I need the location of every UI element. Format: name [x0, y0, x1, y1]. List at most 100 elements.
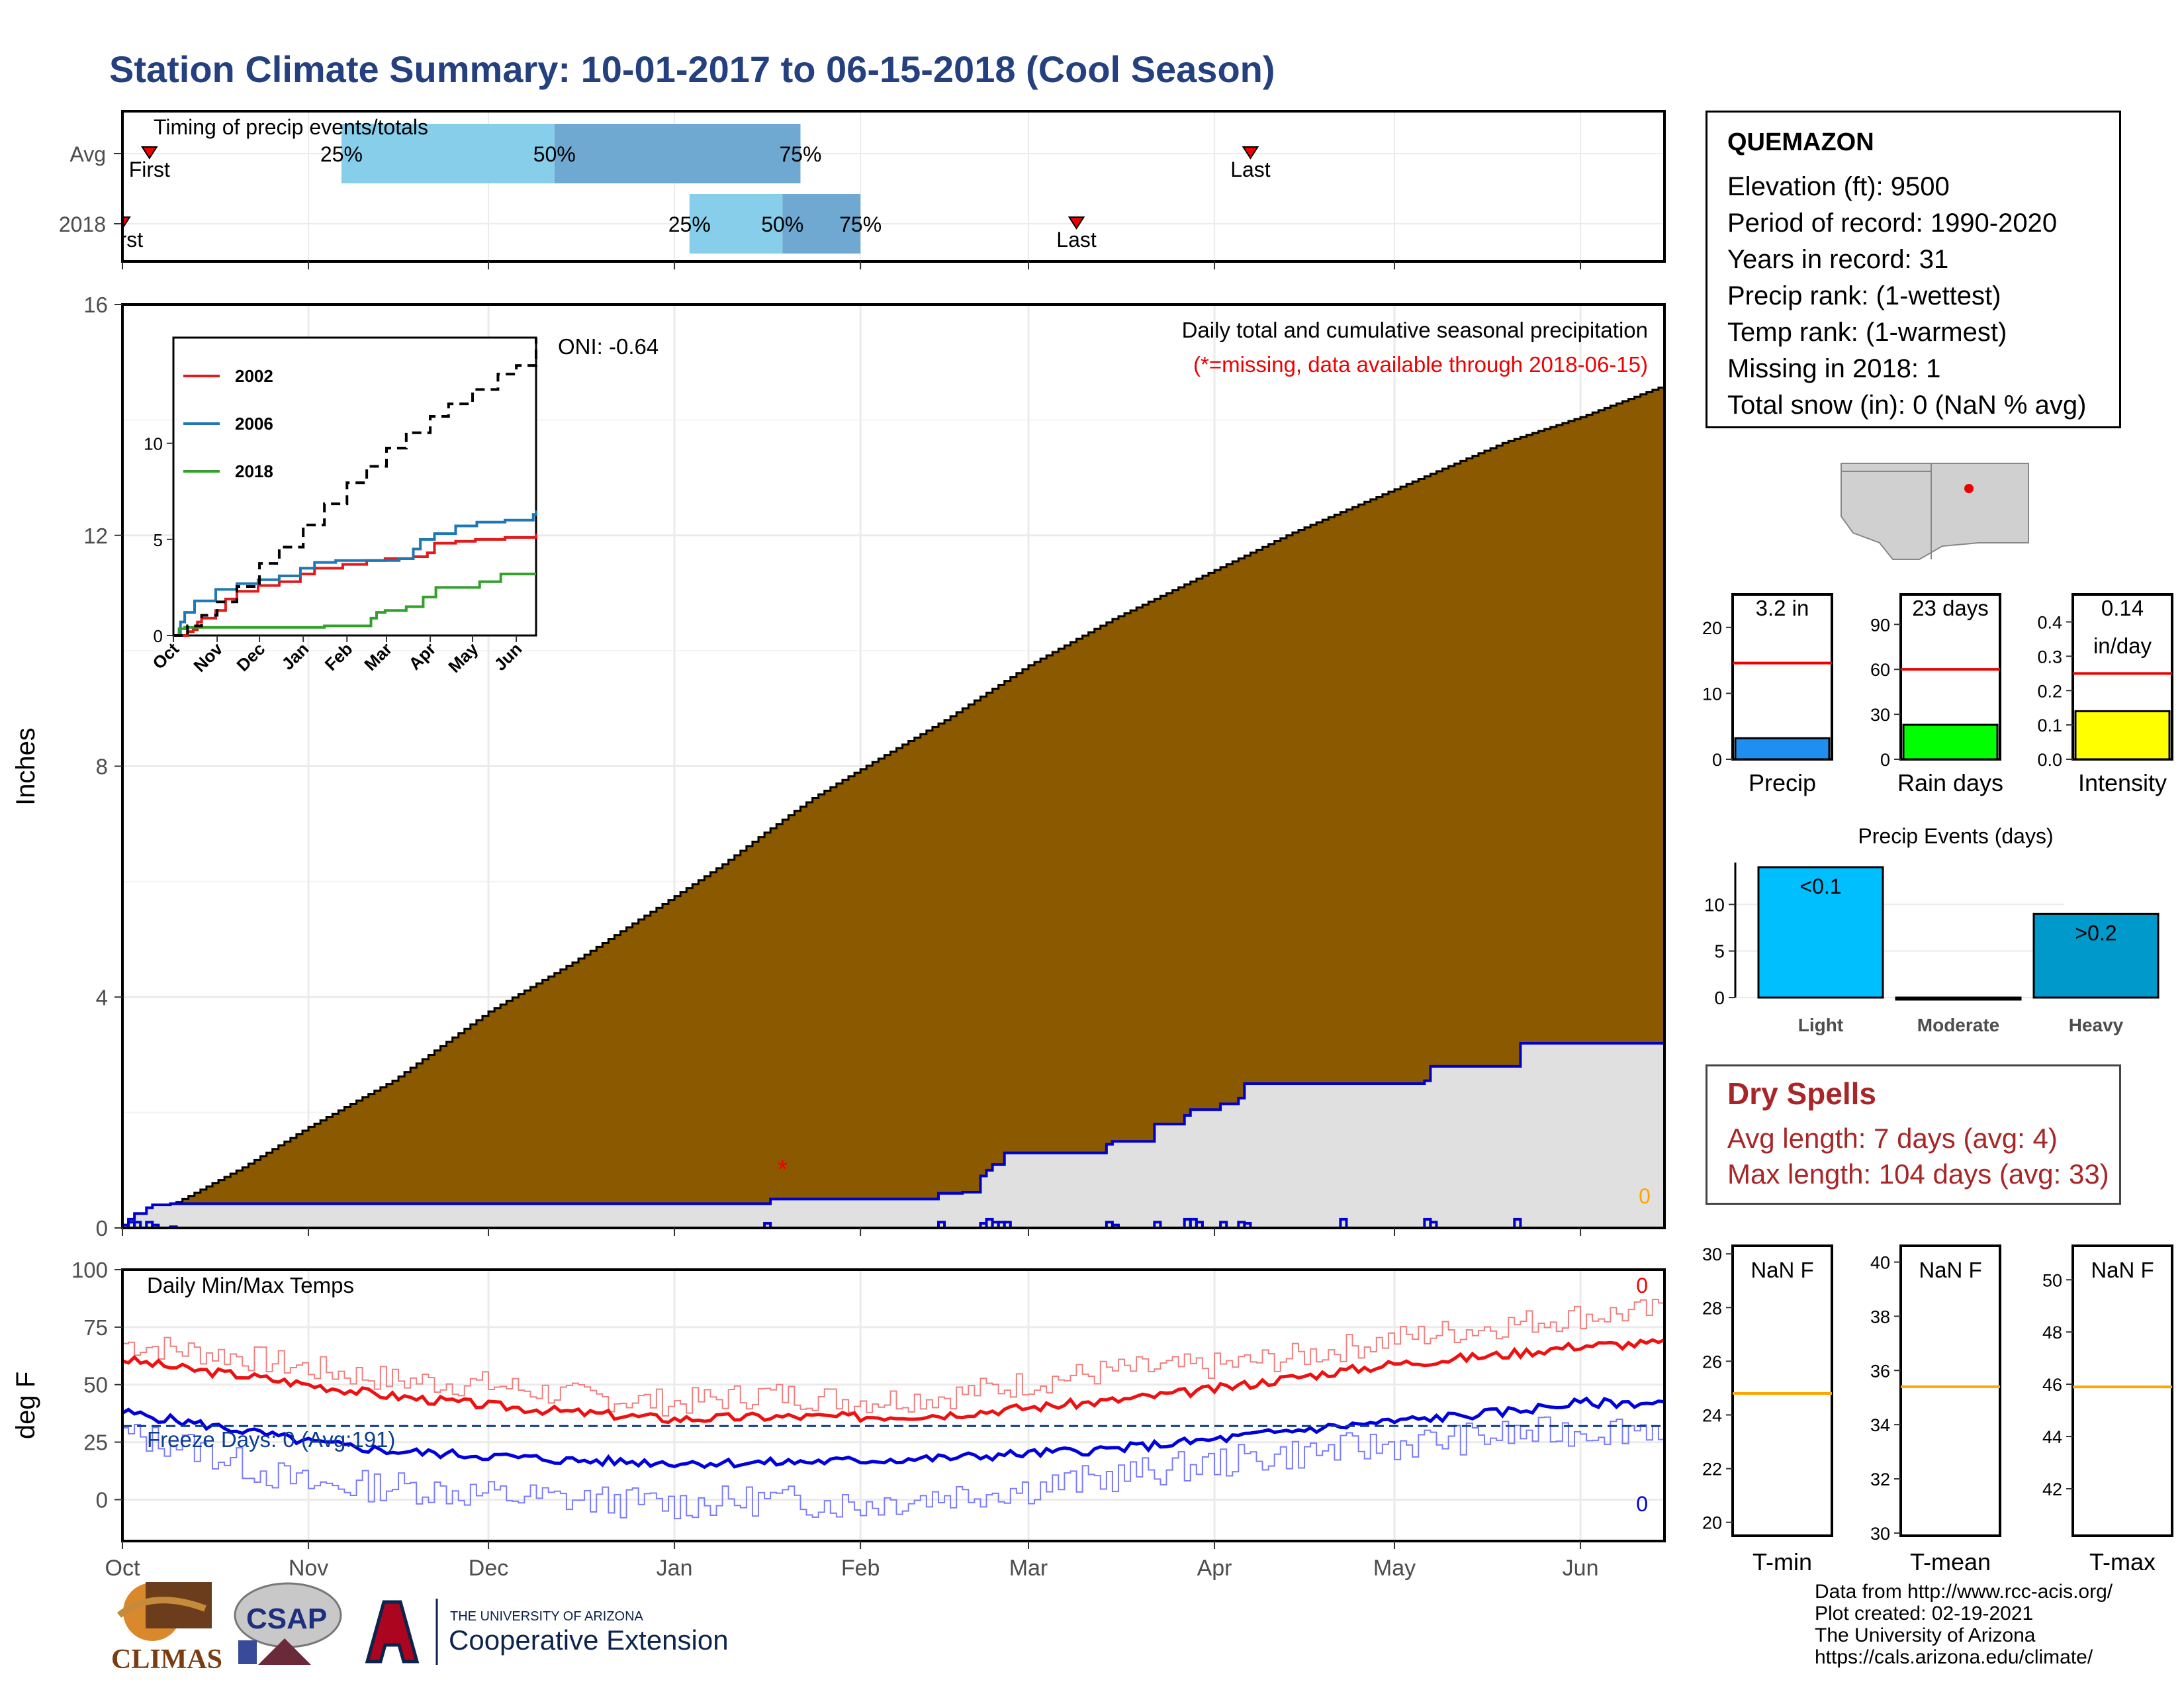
temp-xtick-label: Dec: [469, 1556, 508, 1581]
missing-text: Missing in 2018: 1: [1727, 354, 1941, 383]
credit-data-source: Data from http://www.rcc-acis.org/: [1815, 1581, 2113, 1603]
csap-logo-text: CSAP: [246, 1603, 327, 1635]
station-cumulative-line: [122, 1042, 1664, 1227]
temp-xtick-label: May: [1373, 1556, 1416, 1581]
temp-ytick-label: 25: [83, 1430, 108, 1455]
events-ytick-label: 0: [1714, 988, 1725, 1008]
page-title: Station Climate Summary: 10-01-2017 to 0…: [109, 48, 1275, 90]
last-event-label: Last: [1230, 158, 1271, 181]
tva-ytick-label: 48: [2042, 1323, 2062, 1342]
dry-spells-avg: Avg length: 7 days (avg: 4): [1727, 1123, 2058, 1154]
first-event-label: First: [129, 158, 170, 181]
tva-ytick-label: 46: [2042, 1375, 2062, 1395]
tva-ytick-label: 44: [2042, 1427, 2062, 1447]
precip-missing-note: (*=missing, data available through 2018-…: [1193, 352, 1648, 377]
temp-panel-border: [121, 1268, 1666, 1542]
timing-q1-bar: [341, 124, 555, 183]
temp-panel-bg: [122, 1270, 1664, 1541]
precip-rank-text: Precip rank: (1-wettest): [1727, 281, 2001, 310]
tva-panel-box: [2071, 1244, 2173, 1537]
avg-cumulative-area: [122, 385, 1666, 1229]
logos-svg: CLIMAS CSAP THE UNIVERSITY OF ARIZONA Co…: [111, 1582, 729, 1675]
credit-created: Plot created: 02-19-2021: [1815, 1603, 2034, 1624]
station-name: QUEMAZON: [1727, 128, 1874, 156]
period-text: Period of record: 1990-2020: [1727, 209, 2058, 238]
temp-xtick-label: Apr: [1197, 1556, 1232, 1581]
temp-ytick-label: 0: [96, 1487, 108, 1512]
timing-panel-border: [121, 110, 1666, 263]
tva-ytick-label: 20: [1702, 1513, 1722, 1533]
max-count-label: 0: [1636, 1274, 1648, 1297]
pva-value-bar: [1734, 737, 1831, 761]
credit-url: https://cals.arizona.edu/climate/: [1815, 1646, 2093, 1668]
inset-legend-label: 2002: [235, 366, 273, 386]
timing-q2-bar: [782, 194, 861, 254]
tva-ytick-label: 42: [2042, 1479, 2062, 1499]
inset-line-2018: [173, 573, 536, 637]
observed-min-line: [122, 1416, 1664, 1520]
tva-ytick-label: 28: [1702, 1298, 1722, 1318]
last-event-marker: [1242, 146, 1259, 160]
last-event-marker: [1068, 216, 1085, 230]
pva-ytick-label: 0: [1712, 750, 1722, 770]
inset-ytick-label: 0: [154, 626, 163, 646]
events-title: Precip Events (days): [1858, 824, 2053, 848]
tva-ytick-label: 34: [1870, 1415, 1890, 1435]
snow-text: Total snow (in): 0 (NaN % avg): [1727, 391, 2087, 420]
station-cumulative-area: [122, 1043, 1664, 1228]
pva-ytick-label: 0.4: [2037, 613, 2062, 633]
tva-ytick-label: 40: [1870, 1253, 1890, 1273]
pva-panel-box: [1731, 593, 1833, 761]
observed-max-line: [122, 1298, 1664, 1417]
pva-xlabel: Rain days: [1897, 769, 2003, 796]
precip-ytick-label: 4: [96, 985, 108, 1009]
pva-ytick-label: 30: [1870, 705, 1890, 725]
event-category-label: Light: [1798, 1015, 1843, 1035]
precip-ytick-label: 12: [83, 524, 108, 548]
avg-min-line: [121, 1396, 1665, 1470]
temp-ytick-label: 100: [71, 1258, 108, 1282]
tva-ytick-label: 24: [1702, 1406, 1722, 1426]
station-location-dot: [1964, 484, 1974, 493]
temp-ytick-label: 50: [83, 1373, 108, 1397]
pva-value-label: 3.2 in: [1756, 596, 1809, 620]
temp-xtick-label: Feb: [841, 1556, 880, 1581]
temp-rank-text: Temp rank: (1-warmest): [1727, 318, 2007, 347]
pva-ytick-label: 0.1: [2037, 716, 2062, 735]
first-event-marker: [140, 146, 158, 160]
last-event-label: Last: [1056, 228, 1097, 252]
timing-pct-label: 50%: [761, 212, 803, 236]
temp-xtick-label: Oct: [105, 1556, 140, 1581]
inset-ytick-label: 10: [144, 434, 163, 454]
temp-xtick-label: Jun: [1563, 1556, 1599, 1581]
pva-ytick-label: 0.2: [2037, 681, 2062, 701]
ua-logo: THE UNIVERSITY OF ARIZONA Cooperative Ex…: [365, 1599, 729, 1665]
inset-line-avg: [173, 338, 537, 637]
tva-ytick-label: 30: [1870, 1524, 1890, 1544]
avg-max-line: [122, 1338, 1665, 1425]
temp-xtick-label: Nov: [289, 1556, 328, 1581]
dry-spells-box: Dry Spells Avg length: 7 days (avg: 4) M…: [1706, 1064, 2121, 1205]
inset-ytick-label: 5: [154, 530, 163, 550]
pva-value-label: 0.14: [2101, 596, 2144, 620]
pva-value-bar: [1902, 724, 1999, 761]
climas-logo-text: CLIMAS: [111, 1644, 222, 1675]
precip-ytick-label: 0: [96, 1216, 108, 1241]
tva-value-label: NaN F: [2091, 1258, 2154, 1282]
timing-q1-bar: [689, 194, 783, 254]
event-bar-label: >0.2: [2075, 921, 2116, 945]
inset-legend-label: 2018: [235, 461, 273, 481]
dry-spells-title: Dry Spells: [1727, 1076, 1876, 1111]
timing-left-mask: [79, 111, 122, 261]
event-bar: [1895, 996, 2022, 1001]
temp-ylabel: deg F: [11, 1372, 40, 1439]
tva-value-label: NaN F: [1919, 1258, 1981, 1282]
events-ytick-label: 10: [1704, 894, 1725, 915]
tva-xlabel: T-max: [2089, 1548, 2156, 1575]
tva-value-label: NaN F: [1751, 1258, 1813, 1282]
csap-logo: CSAP: [234, 1582, 342, 1665]
pva-ytick-label: 0.3: [2037, 647, 2062, 667]
event-category-label: Heavy: [2069, 1015, 2124, 1035]
precip-zero-label: 0: [1639, 1184, 1651, 1208]
